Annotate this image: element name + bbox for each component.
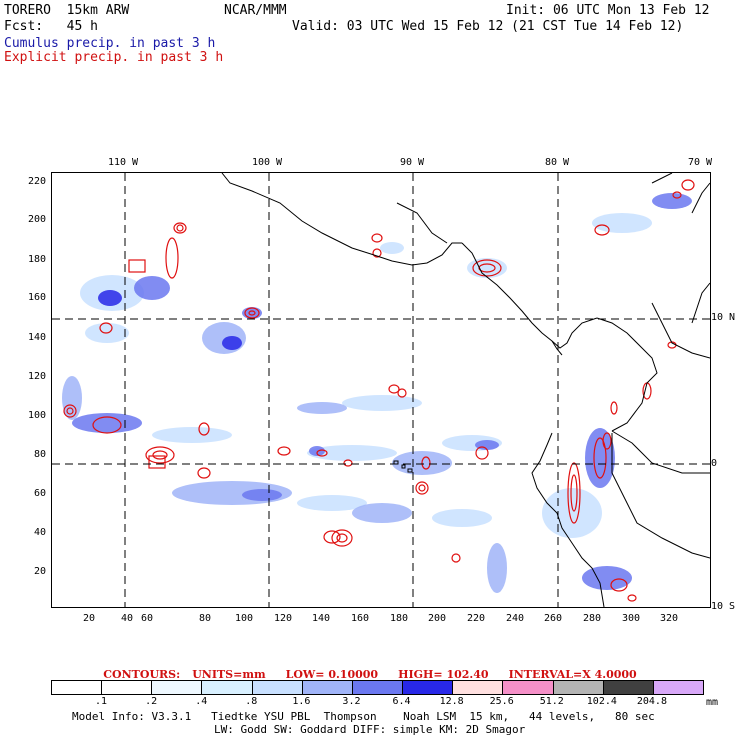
x-tick-label: 280 [582, 613, 602, 624]
org-label: NCAR/MMM [224, 3, 287, 18]
contours-info: CONTOURS: UNITS=mm LOW= 0.10000 HIGH= 102.4… [0, 668, 740, 681]
cumulus-precip-layer [62, 193, 692, 593]
x-tick-label: 260 [543, 613, 563, 624]
y-tick-label: 140 [27, 332, 46, 343]
y-tick-label: 180 [27, 254, 46, 265]
colorbar-label: 3.2 [342, 696, 361, 707]
lon-label: 90 W [399, 157, 425, 168]
colorbar-label: 25.6 [489, 696, 514, 707]
colorbar-label: .4 [195, 696, 208, 707]
colorbar-cell [503, 681, 554, 694]
colorbar-cell [603, 681, 654, 694]
x-tick-label: 240 [505, 613, 525, 624]
lon-label: 80 W [544, 157, 570, 168]
colorbar-cell [352, 681, 404, 694]
x-tick-label: 100 [234, 613, 254, 624]
precip-map [51, 172, 711, 608]
explicit-legend: Explicit precip. in past 3 h [4, 50, 224, 65]
y-tick-label: 160 [27, 292, 46, 303]
y-tick-label: 120 [27, 371, 46, 382]
colorbar-cell [152, 681, 203, 694]
x-tick-label: 60 [140, 613, 154, 624]
colorbar-cell [453, 681, 504, 694]
colorbar-label: .8 [245, 696, 258, 707]
colorbar-label: .1 [95, 696, 108, 707]
colorbar-cell [52, 681, 103, 694]
x-tick-label: 20 [82, 613, 96, 624]
x-tick-label: 320 [659, 613, 679, 624]
lon-label: 110 W [107, 157, 139, 168]
colorbar-cell [553, 681, 604, 694]
colorbar-label: 6.4 [392, 696, 411, 707]
colorbar-label: 102.4 [586, 696, 617, 707]
colorbar-label: 204.8 [636, 696, 667, 707]
y-tick-label: 220 [27, 176, 46, 187]
y-tick-label: 80 [33, 449, 46, 460]
forecast-hour: Fcst: 45 h [4, 19, 98, 34]
x-tick-label: 180 [389, 613, 409, 624]
map-canvas [52, 173, 710, 607]
lat-label: 0 [711, 458, 718, 469]
colorbar-cell [202, 681, 253, 694]
colorbar-cell [302, 681, 353, 694]
contours-title: CONTOURS: [103, 668, 181, 681]
x-tick-label: 80 [198, 613, 212, 624]
model-title: TORERO 15km ARW [4, 3, 130, 18]
y-tick-label: 100 [27, 410, 46, 421]
lat-label: 10 N [711, 312, 736, 323]
contours-high: HIGH= 102.40 [398, 668, 489, 681]
colorbar-cell [403, 681, 454, 694]
explicit-precip-contours [63, 179, 695, 602]
x-tick-label: 120 [273, 613, 293, 624]
init-time: Init: 06 UTC Mon 13 Feb 12 [506, 3, 710, 18]
cumulus-legend: Cumulus precip. in past 3 h [4, 36, 216, 51]
contours-interval: INTERVAL=X 4.0000 [508, 668, 637, 681]
colorbar-label: 51.2 [539, 696, 564, 707]
y-tick-label: 40 [33, 527, 46, 538]
x-tick-label: 160 [350, 613, 370, 624]
precip-colorbar [51, 680, 704, 695]
x-tick-label: 200 [427, 613, 447, 624]
y-tick-label: 20 [33, 566, 46, 577]
lon-label: 100 W [251, 157, 283, 168]
x-tick-label: 220 [466, 613, 486, 624]
colorbar-label: 1.6 [292, 696, 311, 707]
colorbar-cell [102, 681, 153, 694]
x-tick-label: 140 [311, 613, 331, 624]
model-physics: LW: Godd SW: Goddard DIFF: simple KM: 2D… [214, 723, 526, 736]
colorbar-label: .2 [145, 696, 158, 707]
contours-low: LOW= 0.10000 [285, 668, 379, 681]
colorbar-cell [653, 681, 704, 694]
valid-time: Valid: 03 UTC Wed 15 Feb 12 (21 CST Tue … [292, 19, 684, 34]
coastlines [221, 173, 710, 607]
contours-units: UNITS=mm [192, 668, 266, 681]
y-tick-label: 200 [27, 214, 46, 225]
lat-label: 10 S [711, 601, 736, 612]
graticule [52, 173, 710, 607]
colorbar-unit: mm [706, 697, 719, 708]
colorbar-label: 12.8 [439, 696, 464, 707]
y-tick-label: 60 [33, 488, 46, 499]
model-info: Model Info: V3.3.1 Tiedtke YSU PBL Thomp… [72, 710, 655, 723]
x-tick-label: 40 [120, 613, 134, 624]
x-tick-label: 300 [621, 613, 641, 624]
colorbar-cell [252, 681, 303, 694]
lon-label: 70 W [687, 157, 713, 168]
